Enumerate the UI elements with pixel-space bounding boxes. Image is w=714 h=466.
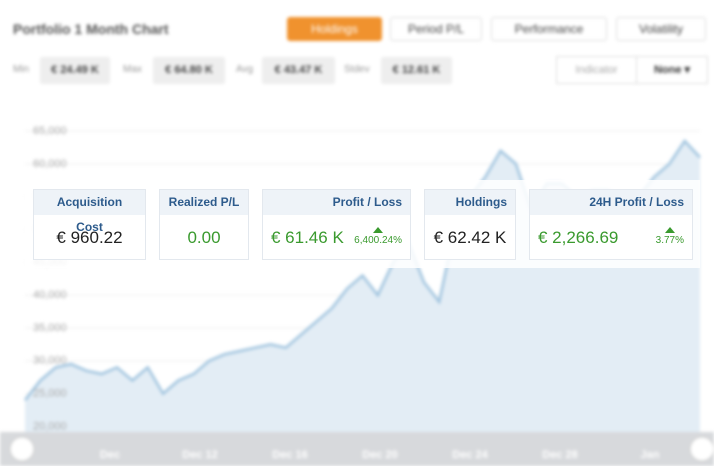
card-value: € 61.46 K xyxy=(271,228,344,247)
indicator-select[interactable]: None ▾ xyxy=(636,56,708,84)
x-tick-label: Jan xyxy=(641,449,660,461)
card-change: 6,400.24% xyxy=(354,227,402,246)
y-tick-label: 25,000 xyxy=(33,388,67,400)
tab[interactable]: Volatility xyxy=(616,17,706,41)
card: Realized P/L 0.00 xyxy=(159,189,249,260)
stat-label: Avg xyxy=(236,64,254,75)
card-title: Profit / Loss xyxy=(263,190,410,215)
y-tick-label: 20,000 xyxy=(33,420,67,432)
navigator xyxy=(0,432,714,466)
change-text: 6,400.24% xyxy=(354,235,402,246)
card-title: 24H Profit / Loss xyxy=(530,190,692,215)
card-value: € 960.22 xyxy=(56,228,123,247)
card: 24H Profit / Loss € 2,266.69 3.77% xyxy=(529,189,693,260)
y-tick-label: 65,000 xyxy=(33,125,67,137)
stat-label: Min xyxy=(13,64,30,75)
scroll-handle[interactable] xyxy=(689,436,714,462)
x-tick-label: Dec 12 xyxy=(182,449,217,461)
y-tick-label: 30,000 xyxy=(33,355,67,367)
card-change: 3.77% xyxy=(656,227,684,246)
stat-value: € 64.80 K xyxy=(153,57,225,84)
change-text: 3.77% xyxy=(655,235,684,246)
tab[interactable]: Period P/L xyxy=(390,17,482,41)
x-tick-label: Dec 20 xyxy=(362,449,397,461)
chart-title: Portfolio 1 Month Chart xyxy=(13,21,169,37)
tab[interactable]: Holdings xyxy=(287,17,382,41)
card-title: Realized P/L xyxy=(160,190,248,215)
card-value: € 2,266.69 xyxy=(538,228,619,247)
x-tick-label: Dec xyxy=(100,449,120,461)
stat-value: € 24.49 K xyxy=(40,57,110,84)
stat-value: € 12.61 K xyxy=(381,57,452,84)
y-tick-label: 60,000 xyxy=(33,158,67,170)
y-tick-label: 40,000 xyxy=(33,289,67,301)
stat-value: € 43.47 K xyxy=(262,57,335,84)
x-tick-label: Dec 24 xyxy=(452,449,488,461)
scroll-handle[interactable] xyxy=(9,436,35,462)
card: Holdings € 62.42 K xyxy=(424,189,516,260)
card-title: Holdings xyxy=(425,190,515,215)
x-tick-label: Dec 16 xyxy=(272,449,307,461)
card-title: Acquisition Cost xyxy=(34,190,145,234)
tab[interactable]: Performance xyxy=(491,17,607,41)
card-value: € 62.42 K xyxy=(433,228,507,247)
stat-label: Stdev xyxy=(344,64,370,75)
y-tick-label: 35,000 xyxy=(33,322,67,334)
card: Profit / Loss € 61.46 K 6,400.24% xyxy=(262,189,411,260)
card-value: 0.00 xyxy=(187,228,221,247)
stat-label: Max xyxy=(123,64,142,75)
card: Acquisition Cost € 960.22 xyxy=(33,189,146,260)
x-tick-label: Dec 28 xyxy=(542,449,577,461)
indicator-value: None xyxy=(653,64,682,76)
